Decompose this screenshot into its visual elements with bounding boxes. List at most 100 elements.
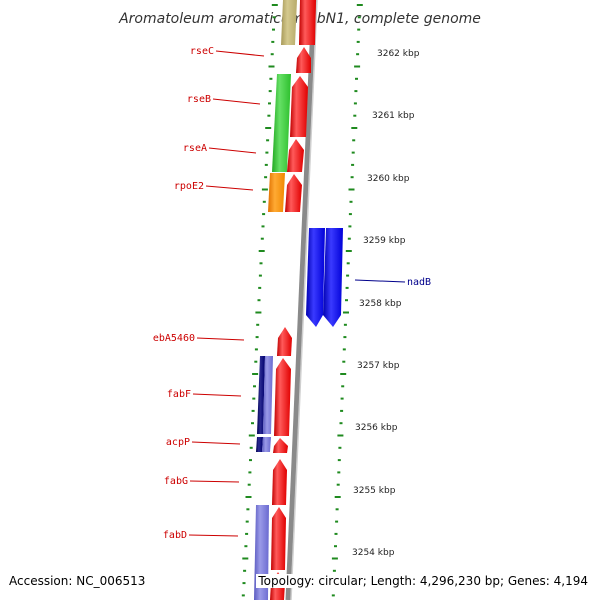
outer-tick-mark <box>340 397 344 400</box>
inner-tick-mark <box>258 274 262 277</box>
accession-text: Accession: NC_006513 <box>9 574 146 588</box>
outer-tick-mark <box>348 188 355 191</box>
leader-line-nadB <box>354 279 406 283</box>
genome-backbone <box>285 0 317 600</box>
gene-block-acpP-category-b <box>262 437 271 452</box>
outer-tick-mark <box>345 299 348 302</box>
inner-tick-mark <box>249 446 253 449</box>
inner-tick-mark <box>243 569 247 572</box>
inner-tick-mark <box>255 311 262 314</box>
leader-line-fabG <box>189 480 240 483</box>
map-title: Aromatoleum aromaticum EbN1, complete ge… <box>118 11 481 27</box>
outer-tick-mark <box>342 360 346 363</box>
inner-tick-mark <box>253 385 256 388</box>
gene-arrow-rpoE2 <box>285 174 302 212</box>
outer-tick-mark <box>356 40 360 43</box>
gene-label-fabG: fabG <box>164 476 188 487</box>
outer-tick-mark <box>351 151 355 154</box>
outer-tick-mark <box>335 520 339 523</box>
inner-tick-mark <box>260 237 264 240</box>
inner-tick-mark <box>242 582 246 585</box>
inner-tick-mark <box>245 496 252 498</box>
gene-block-rseC-category <box>281 0 297 45</box>
outer-tick-mark <box>355 77 358 80</box>
gene-arrow-fabF <box>274 358 291 436</box>
outer-tick-mark <box>331 557 338 560</box>
gene-label-ebA5460: ebA5460 <box>153 333 195 344</box>
leader-line-ebA5460 <box>196 337 245 341</box>
inner-tick-mark <box>242 557 249 560</box>
inner-tick-mark <box>266 139 270 142</box>
gene-block-rpoE2-category <box>268 173 285 212</box>
outer-tick-mark <box>340 373 347 375</box>
leader-line-rseB <box>212 98 261 105</box>
outer-tick-mark <box>346 262 350 265</box>
inner-tick-mark <box>254 348 258 351</box>
outer-tick-mark <box>350 176 354 179</box>
outer-tick-mark <box>345 286 349 289</box>
scale-label-3257: 3257 kbp <box>357 361 400 371</box>
gene-block-fabF-category-a <box>257 356 265 434</box>
inner-tick-mark <box>254 360 258 363</box>
leader-line-fabD <box>188 534 239 537</box>
inner-tick-mark <box>247 483 251 486</box>
outer-tick-mark <box>334 496 341 498</box>
category-track <box>254 0 297 600</box>
inner-tick-mark <box>257 299 261 302</box>
gene-arrow-rseB <box>290 76 308 137</box>
inner-tick-mark <box>271 4 278 6</box>
scale-label-3261: 3261 kbp <box>372 111 415 121</box>
inner-tick-mark <box>255 336 259 339</box>
outer-tick-mark <box>337 459 341 462</box>
outer-tick-mark <box>334 545 337 548</box>
gene-block-fabF-category-b <box>263 356 273 434</box>
outer-tick-mark <box>348 225 352 228</box>
scale-label-3259: 3259 kbp <box>363 236 406 246</box>
inner-tick-mark <box>252 397 256 400</box>
inner-tick-mark <box>265 127 272 129</box>
scale-label-3260: 3260 kbp <box>367 174 410 184</box>
gene-arrow-acpP <box>273 438 288 453</box>
outer-tick-mark <box>332 569 336 572</box>
scale-label-3258: 3258 kbp <box>359 299 402 309</box>
inner-tick-mark <box>271 40 275 43</box>
outer-tick-mark <box>335 508 339 511</box>
gene-label-rseB: rseB <box>187 94 211 105</box>
inner-tick-mark <box>246 508 250 511</box>
outer-tick-mark <box>347 237 351 240</box>
inner-tick-mark <box>258 250 265 252</box>
tick-tracks <box>241 4 363 597</box>
reverse-strand-track <box>306 228 343 327</box>
outer-tick-mark <box>354 65 361 68</box>
leader-line-rseA <box>208 147 257 154</box>
leader-line-acpP <box>191 441 241 445</box>
gene-arrow-nadB-a <box>306 228 325 327</box>
inner-tick-mark <box>270 53 274 56</box>
outer-tick-mark <box>345 250 352 252</box>
gene-label-fabF: fabF <box>167 389 191 400</box>
inner-tick-mark <box>248 471 252 474</box>
outer-tick-mark <box>340 409 344 412</box>
inner-tick-mark <box>264 163 268 166</box>
gene-label-rseA: rseA <box>183 143 207 154</box>
outer-tick-mark <box>343 311 349 314</box>
gene-label-acpP: acpP <box>166 437 190 448</box>
outer-tick-mark <box>341 385 345 388</box>
inner-tick-mark <box>244 545 248 548</box>
gene-arrow-fabD <box>271 507 286 570</box>
outer-tick-mark <box>331 594 335 597</box>
inner-tick-mark <box>256 323 260 326</box>
scale-label-3256: 3256 kbp <box>355 423 398 433</box>
genome-backbone-highlight <box>290 0 318 600</box>
gene-label-rpoE2: rpoE2 <box>174 181 204 192</box>
inner-tick-mark <box>251 409 255 412</box>
outer-tick-mark <box>353 114 357 117</box>
inner-tick-mark <box>261 225 265 228</box>
outer-tick-mark <box>343 336 347 339</box>
inner-tick-mark <box>245 532 249 535</box>
inner-tick-mark <box>268 102 271 105</box>
gene-arrow-rseC <box>299 0 316 45</box>
inner-tick-mark <box>241 594 245 597</box>
outer-tick-mark <box>346 274 350 277</box>
